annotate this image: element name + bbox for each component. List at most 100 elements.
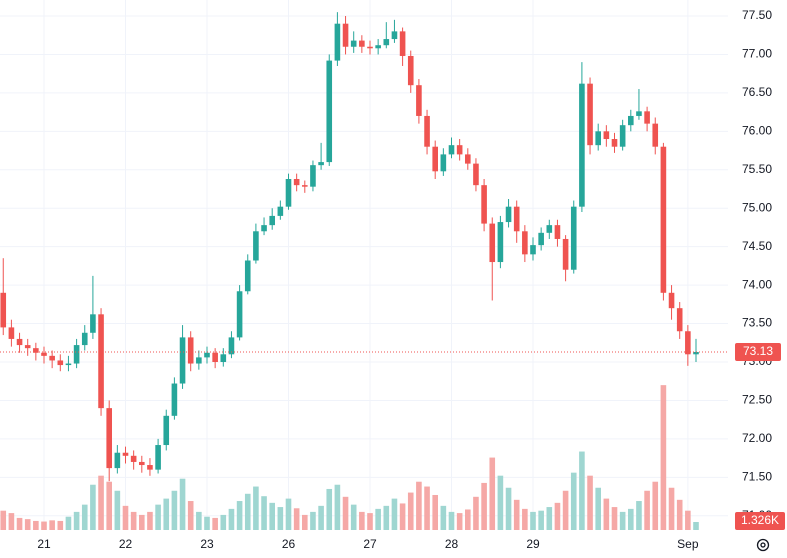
y-tick-label: 73.50 xyxy=(742,316,772,330)
volume-bar xyxy=(204,516,210,530)
candle-body xyxy=(41,352,47,356)
volume-bar xyxy=(538,510,544,530)
volume-bar xyxy=(570,472,577,530)
volume-bar xyxy=(277,507,284,530)
volume-bar xyxy=(391,498,398,530)
volume-bar xyxy=(562,490,569,530)
volume-bar xyxy=(685,510,691,530)
candle-body xyxy=(350,40,357,47)
candle-body xyxy=(147,465,153,470)
volume-bar xyxy=(424,486,430,530)
candle-body xyxy=(611,139,618,147)
candle-body xyxy=(489,223,496,263)
settings-center xyxy=(760,542,766,548)
volume-bar xyxy=(228,508,235,530)
volume-bar xyxy=(318,505,324,530)
volume-bar xyxy=(644,490,650,530)
volume-bar xyxy=(16,517,23,530)
candle-body xyxy=(530,245,536,255)
x-tick-label: 21 xyxy=(37,537,51,551)
volume-bar xyxy=(636,501,642,530)
candle-body xyxy=(628,115,634,126)
candle-body xyxy=(432,146,438,172)
y-tick-label: 77.00 xyxy=(742,47,772,61)
candle-body xyxy=(57,360,64,366)
y-tick-label: 72.50 xyxy=(742,393,772,407)
volume-bar xyxy=(49,520,55,530)
settings-ring xyxy=(756,538,770,552)
candle-body xyxy=(424,115,430,147)
volume-bar xyxy=(253,486,259,530)
volume-bar xyxy=(65,516,72,530)
volume-bar xyxy=(489,457,496,530)
candle-body xyxy=(595,131,601,146)
candle-body xyxy=(171,383,178,416)
candle-body xyxy=(448,145,455,155)
volume-bar xyxy=(473,496,479,530)
candle-body xyxy=(114,452,121,469)
volume-bar xyxy=(342,496,349,530)
candle-body xyxy=(676,308,683,332)
x-tick-label: Sep xyxy=(677,537,699,551)
candle-body xyxy=(359,40,365,47)
volume-bar xyxy=(676,499,683,530)
candle-body xyxy=(220,354,227,362)
y-tick-label: 74.50 xyxy=(742,239,772,253)
candle-body xyxy=(391,31,398,40)
volume-bar xyxy=(522,508,528,530)
candle-body xyxy=(277,206,284,216)
volume-bar xyxy=(407,492,414,530)
candle-body xyxy=(652,123,659,147)
candle-body xyxy=(261,225,267,232)
last-volume-box xyxy=(735,512,785,530)
candle-body xyxy=(668,292,675,309)
candle-body xyxy=(644,111,650,124)
volume-bar xyxy=(554,502,561,530)
candle-body xyxy=(513,206,520,232)
volume-bar xyxy=(375,508,381,530)
candle-body xyxy=(587,83,593,146)
volume-bar xyxy=(416,481,422,530)
volume-bar xyxy=(628,508,634,530)
candle-body xyxy=(570,206,577,270)
candle-body xyxy=(16,338,23,346)
candle-body xyxy=(334,23,341,61)
volume-bar xyxy=(579,451,585,530)
candle-body xyxy=(253,231,259,261)
volume-bar xyxy=(530,511,536,530)
volume-bar xyxy=(41,521,47,530)
candle-body xyxy=(619,125,626,147)
candle-body xyxy=(407,55,414,86)
candle-body xyxy=(236,291,243,338)
x-tick-label: 27 xyxy=(363,537,377,551)
candle-body xyxy=(456,145,463,155)
volume-bar xyxy=(33,520,39,530)
last-price-label: 73.13 xyxy=(743,344,773,358)
volume-bar xyxy=(448,511,455,530)
y-tick-label: 76.50 xyxy=(742,85,772,99)
volume-bar xyxy=(179,478,186,530)
x-tick-label: 28 xyxy=(445,537,459,551)
volume-bar xyxy=(497,475,504,530)
volume-bar xyxy=(310,511,316,530)
x-tick-label: 29 xyxy=(526,537,540,551)
candle-body xyxy=(244,260,251,292)
candle-body xyxy=(163,415,170,446)
candle-body xyxy=(603,131,610,140)
settings-icon[interactable] xyxy=(756,538,770,552)
volume-bar xyxy=(163,498,170,530)
candle-layer xyxy=(0,12,699,482)
candle-body xyxy=(579,83,585,207)
candle-body xyxy=(416,85,422,116)
candle-body xyxy=(228,337,235,355)
volume-bar xyxy=(139,514,145,530)
candle-body xyxy=(73,345,80,364)
volume-bar xyxy=(513,499,520,530)
x-tick-label: 23 xyxy=(200,537,214,551)
volume-bar xyxy=(98,475,104,530)
x-tick-label: 26 xyxy=(282,537,296,551)
volume-bar xyxy=(505,487,512,530)
candle-body xyxy=(660,146,667,293)
volume-bar xyxy=(326,488,333,530)
volume-bar xyxy=(367,513,373,530)
